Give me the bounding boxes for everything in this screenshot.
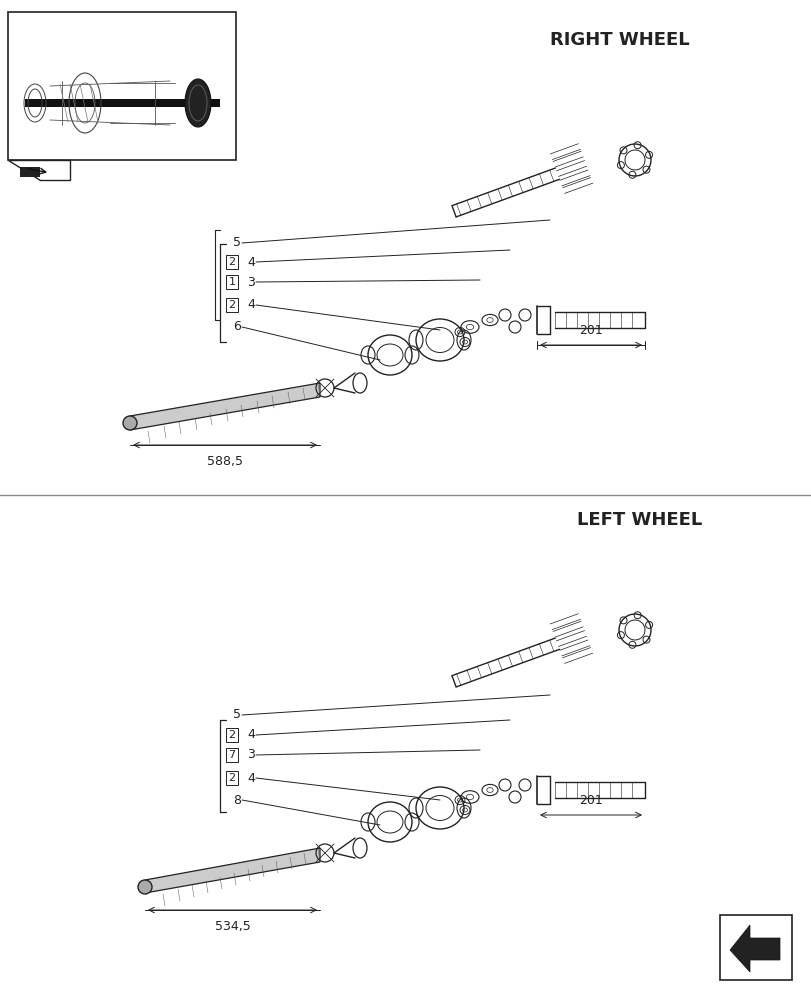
Ellipse shape xyxy=(122,416,137,430)
Ellipse shape xyxy=(185,79,211,127)
Text: 4: 4 xyxy=(247,255,255,268)
Text: 8: 8 xyxy=(233,793,241,806)
Bar xyxy=(719,915,791,980)
Ellipse shape xyxy=(138,880,152,894)
Text: 3: 3 xyxy=(247,275,255,288)
Text: 588,5: 588,5 xyxy=(207,455,242,468)
Text: 4: 4 xyxy=(247,728,255,741)
Text: 5: 5 xyxy=(233,708,241,721)
Text: 3: 3 xyxy=(247,748,255,762)
Polygon shape xyxy=(729,925,779,972)
Text: 4: 4 xyxy=(247,772,255,784)
Polygon shape xyxy=(130,383,320,430)
Bar xyxy=(25,99,220,107)
Text: RIGHT WHEEL: RIGHT WHEEL xyxy=(550,31,689,49)
Text: 534,5: 534,5 xyxy=(214,920,250,933)
Bar xyxy=(20,167,40,177)
Polygon shape xyxy=(145,848,320,893)
Bar xyxy=(8,12,236,160)
Text: 201: 201 xyxy=(578,794,602,807)
Text: 6: 6 xyxy=(233,320,241,334)
Text: 7: 7 xyxy=(228,750,235,760)
Text: 5: 5 xyxy=(233,236,241,249)
Text: 201: 201 xyxy=(578,324,602,337)
Text: 2: 2 xyxy=(228,257,235,267)
Text: 1: 1 xyxy=(228,277,235,287)
Text: 2: 2 xyxy=(228,300,235,310)
Text: 2: 2 xyxy=(228,730,235,740)
Text: 4: 4 xyxy=(247,298,255,312)
Polygon shape xyxy=(8,160,70,180)
Text: 2: 2 xyxy=(228,773,235,783)
Text: LEFT WHEEL: LEFT WHEEL xyxy=(577,511,702,529)
